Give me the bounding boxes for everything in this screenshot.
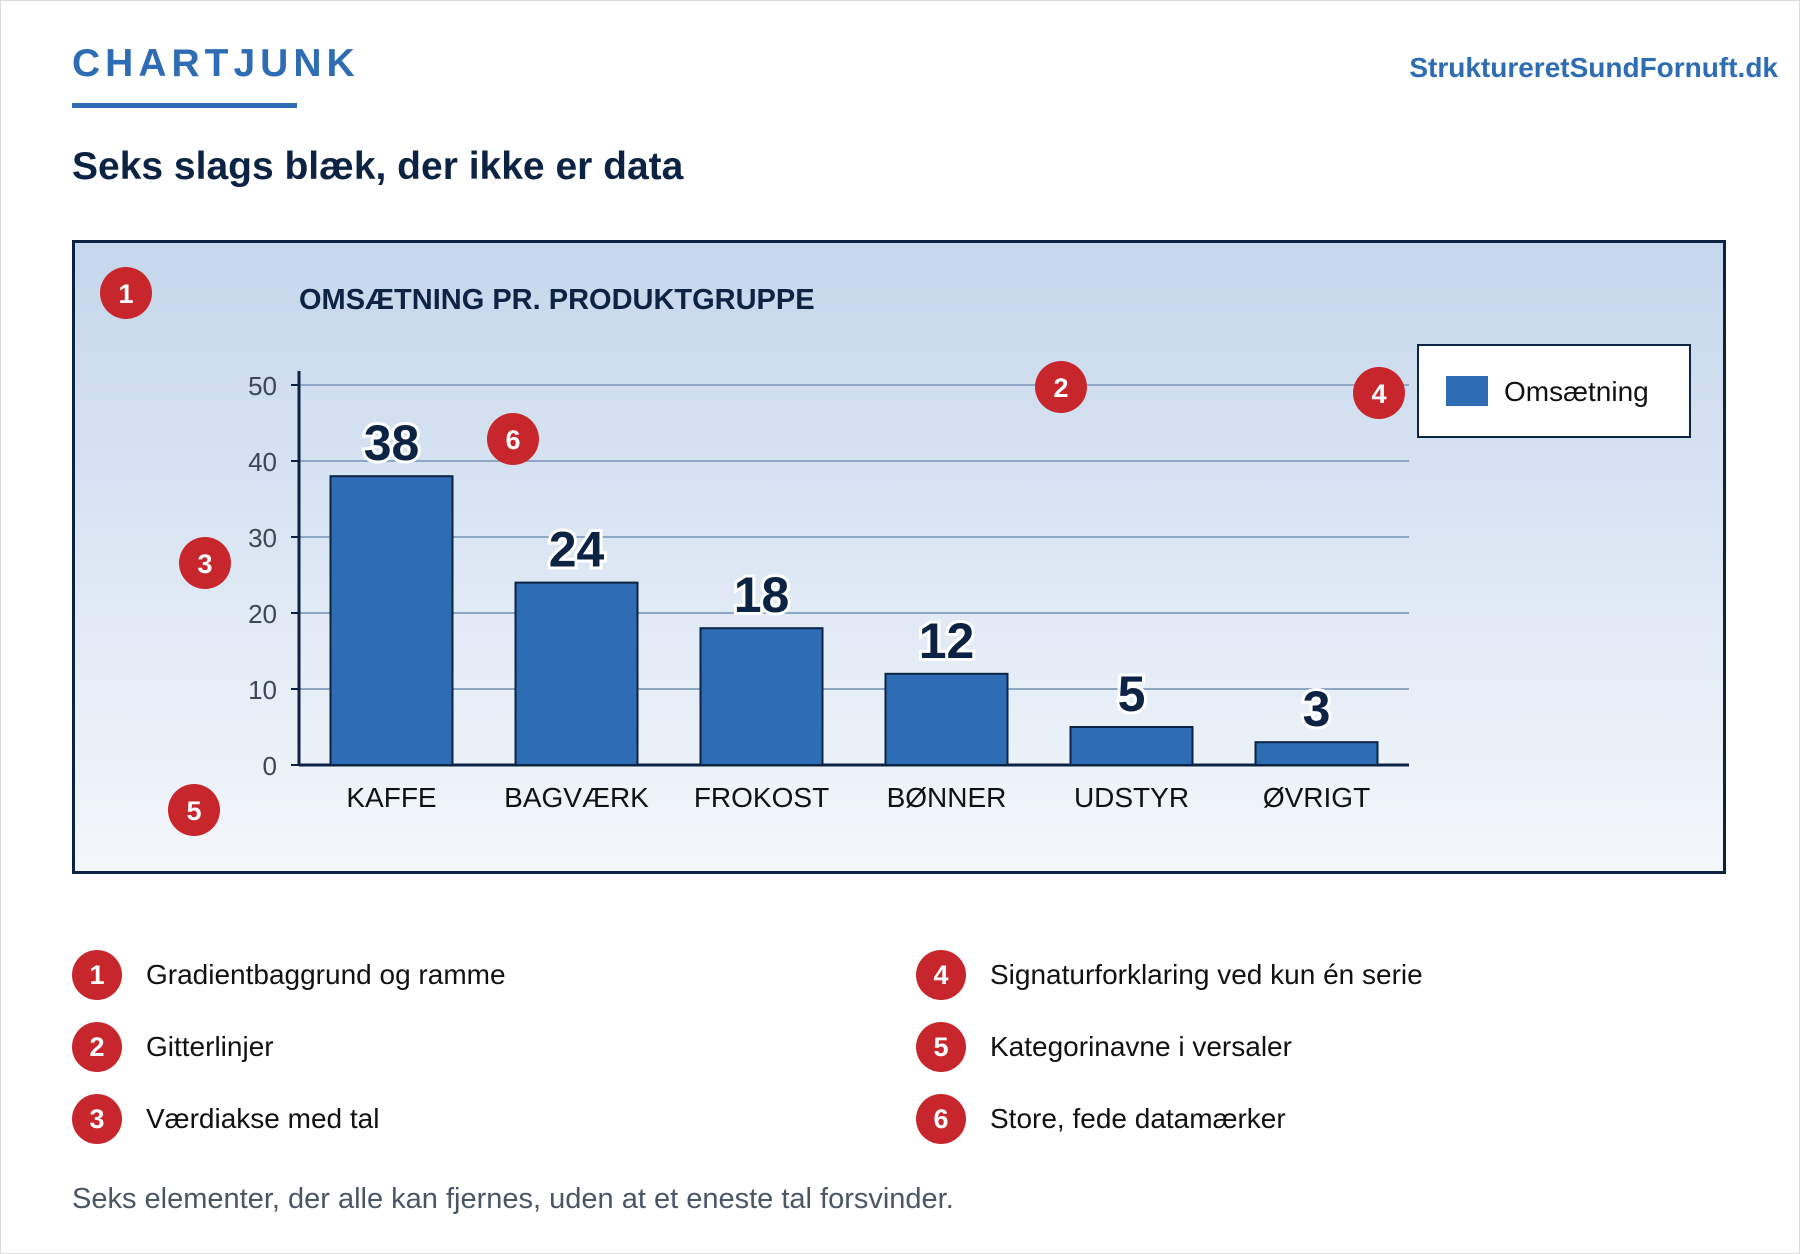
- bar-udstyr: [1069, 726, 1194, 766]
- annotation-item-5: 5 Kategorinavne i versaler: [916, 1022, 1292, 1072]
- bar-kaffe: [329, 475, 454, 766]
- annotation-text: Kategorinavne i versaler: [990, 1031, 1292, 1062]
- legend-swatch: [1446, 376, 1488, 406]
- legend-label: Omsætning: [1504, 376, 1649, 407]
- chart-panel: OMSÆTNING PR. PRODUKTGRUPPE 0 10 20 30 40 50 38…: [72, 240, 1726, 874]
- annotation-item-6: 6 Store, fede datamærker: [916, 1094, 1286, 1144]
- badge-1-number: 1: [118, 279, 133, 309]
- y-tick-label: 50: [248, 371, 277, 401]
- x-tick-label: FROKOST: [694, 782, 829, 813]
- annotation-text: Værdiakse med tal: [146, 1103, 380, 1134]
- number-badge: 2: [72, 1022, 122, 1072]
- badge-2-circle: [1035, 361, 1087, 413]
- number-badge: 6: [916, 1094, 966, 1144]
- chart-title: OMSÆTNING PR. PRODUKTGRUPPE: [299, 284, 815, 316]
- y-tick-label: 20: [248, 599, 277, 629]
- annotation-text: Signaturforklaring ved kun én serie: [990, 959, 1423, 990]
- badge-3-circle: [179, 537, 231, 589]
- x-tick-label: UDSTYR: [1074, 782, 1189, 813]
- annotation-text: Gradientbaggrund og ramme: [146, 959, 506, 990]
- page-headline: Seks slags blæk, der ikke er data: [72, 145, 684, 188]
- bar-bagværk: [514, 581, 639, 766]
- bar-bønner: [884, 672, 1009, 766]
- badge-4-number: 4: [1371, 379, 1386, 409]
- annotation-item-3: 3 Værdiakse med tal: [72, 1094, 379, 1144]
- number-badge: 5: [916, 1022, 966, 1072]
- y-tick-label: 40: [248, 447, 277, 477]
- data-label: 18: [734, 567, 790, 623]
- bar-chart: OMSÆTNING PR. PRODUKTGRUPPE 0 10 20 30 40 50 38…: [100, 267, 1691, 836]
- annotation-item-4: 4 Signaturforklaring ved kun én serie: [916, 950, 1423, 1000]
- annotation-text: Gitterlinjer: [146, 1031, 274, 1062]
- badge-6-number: 6: [505, 425, 520, 455]
- annotation-list: 1 Gradientbaggrund og ramme 2 Gitterlinj…: [72, 950, 1762, 1170]
- data-label: 3: [1303, 681, 1331, 737]
- site-link[interactable]: StruktureretSundFornuft.dk: [1409, 52, 1778, 83]
- bar-frokost: [699, 627, 824, 767]
- x-tick-label: BØNNER: [887, 782, 1007, 813]
- badge-2-number: 2: [1053, 373, 1068, 403]
- badge-5-circle: [168, 784, 220, 836]
- x-tick-label: BAGVÆRK: [504, 782, 649, 813]
- brand-underline: [72, 103, 297, 108]
- number-badge: 1: [72, 950, 122, 1000]
- bar-øvrigt: [1254, 741, 1379, 767]
- badge-5-number: 5: [186, 796, 201, 826]
- data-label: 38: [364, 415, 420, 471]
- annotation-item-1: 1 Gradientbaggrund og ramme: [72, 950, 506, 1000]
- brand-title: CHARTJUNK: [72, 42, 360, 85]
- annotation-item-2: 2 Gitterlinjer: [72, 1022, 274, 1072]
- badge-6-circle: [487, 413, 539, 465]
- number-badge: 3: [72, 1094, 122, 1144]
- footer-note: Seks elementer, der alle kan fjernes, ud…: [72, 1183, 954, 1215]
- badge-3-number: 3: [197, 549, 212, 579]
- badge-4-circle: [1353, 367, 1405, 419]
- annotation-text: Store, fede datamærker: [990, 1103, 1286, 1134]
- data-label: 12: [919, 613, 975, 669]
- y-tick-label: 10: [248, 675, 277, 705]
- data-label: 24: [549, 522, 605, 578]
- badge-1-circle: [100, 267, 152, 319]
- x-tick-label: ØVRIGT: [1263, 782, 1370, 813]
- y-tick-label: 0: [263, 751, 277, 781]
- x-tick-label: KAFFE: [346, 782, 436, 813]
- number-badge: 4: [916, 950, 966, 1000]
- data-label: 5: [1118, 666, 1146, 722]
- y-tick-label: 30: [248, 523, 277, 553]
